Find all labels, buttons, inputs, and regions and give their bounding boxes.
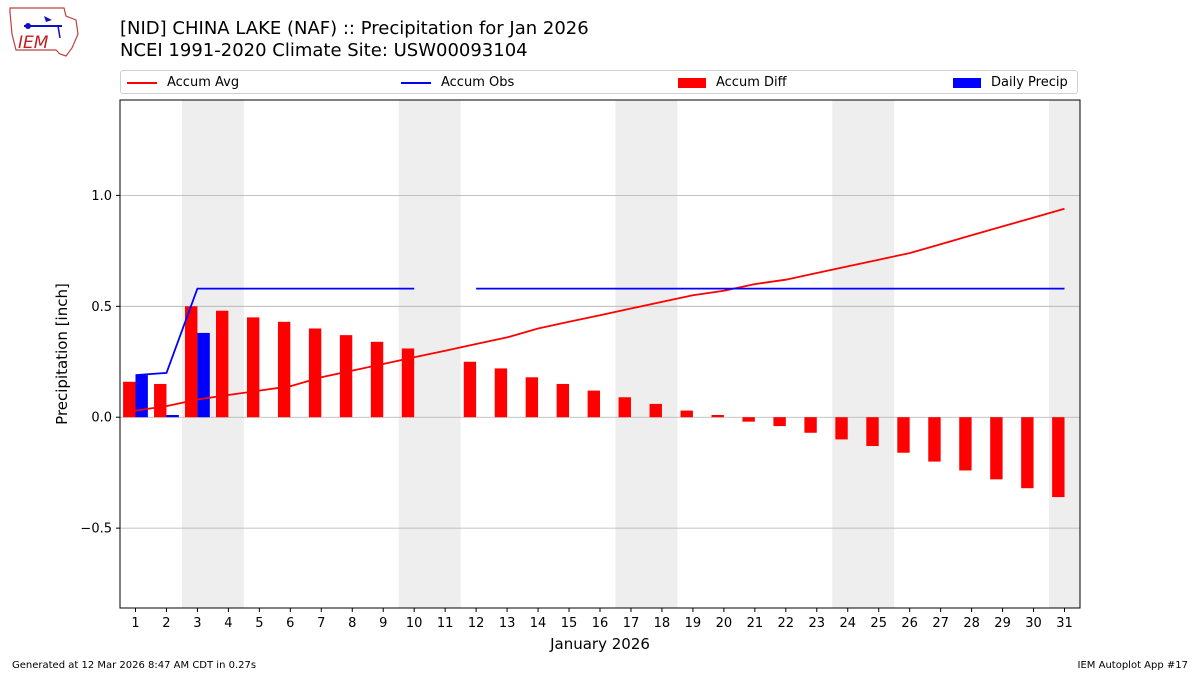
- xtick-label-11: 11: [437, 616, 454, 631]
- xtick-label-13: 13: [499, 616, 516, 631]
- legend: Accum Avg Accum Obs Accum Diff Daily Pre…: [120, 70, 1078, 94]
- legend-item-accum-obs: Accum Obs: [401, 74, 514, 92]
- xtick-label-18: 18: [654, 616, 671, 631]
- xtick-label-9: 9: [379, 616, 387, 631]
- xtick-label-3: 3: [193, 616, 201, 631]
- ytick-label-0: −0.5: [80, 522, 112, 537]
- bar-accum-diff-day-23: [804, 417, 817, 433]
- legend-label-accum-diff: Accum Diff: [716, 75, 787, 90]
- xtick-label-17: 17: [623, 616, 640, 631]
- xtick-label-14: 14: [530, 616, 547, 631]
- line-accum-obs-segment-1: [135, 287, 415, 376]
- plot-frame: [119, 99, 1081, 609]
- bar-accum-diff-day-22: [773, 417, 786, 427]
- weekend-band-5: [1049, 100, 1080, 608]
- xtick-label-7: 7: [317, 616, 325, 631]
- xtick-label-26: 26: [901, 616, 918, 631]
- bar-accum-diff-day-4: [216, 310, 229, 418]
- bar-accum-diff-day-1: [123, 381, 136, 418]
- legend-item-accum-diff: Accum Diff: [678, 74, 787, 92]
- legend-swatch-accum-diff: [678, 77, 706, 88]
- bar-accum-diff-day-15: [556, 383, 570, 418]
- bar-accum-diff-day-21: [742, 417, 755, 422]
- xtick-label-12: 12: [468, 616, 485, 631]
- bar-accum-diff-day-18: [649, 403, 662, 418]
- bar-accum-diff-day-17: [618, 397, 631, 418]
- bar-accum-diff-day-30: [1021, 417, 1034, 489]
- legend-swatch-accum-obs: [401, 81, 431, 84]
- xtick-label-20: 20: [716, 616, 733, 631]
- footer-app-id: IEM Autoplot App #17: [1077, 660, 1188, 671]
- xtick-label-24: 24: [839, 616, 856, 631]
- bar-accum-diff-day-16: [587, 390, 600, 418]
- legend-swatch-daily-precip: [953, 77, 981, 88]
- bar-accum-diff-day-5: [246, 317, 260, 418]
- ytick-label-3: 1.0: [91, 189, 112, 204]
- bar-accum-diff-day-10: [401, 348, 415, 418]
- bar-accum-diff-day-9: [370, 341, 384, 418]
- xtick-label-30: 30: [1025, 616, 1042, 631]
- bar-daily-precip-day-2: [166, 415, 179, 418]
- xtick-label-21: 21: [747, 616, 764, 631]
- title-line-1: [NID] CHINA LAKE (NAF) :: Precipitation …: [120, 18, 589, 39]
- bar-accum-diff-day-6: [277, 321, 291, 418]
- legend-swatch-accum-avg: [127, 81, 157, 84]
- xtick-label-23: 23: [809, 616, 826, 631]
- bar-accum-diff-day-2: [154, 383, 167, 418]
- y-axis-label: Precipitation [inch]: [53, 283, 71, 425]
- bar-accum-diff-day-31: [1052, 417, 1065, 498]
- xtick-label-31: 31: [1056, 616, 1073, 631]
- ytick-label-2: 0.5: [91, 300, 112, 315]
- x-axis-label: January 2026: [549, 635, 650, 653]
- xtick-label-16: 16: [592, 616, 609, 631]
- bar-accum-diff-day-8: [339, 335, 353, 418]
- xtick-label-27: 27: [932, 616, 949, 631]
- bar-daily-precip-day-3: [197, 332, 210, 418]
- xtick-label-15: 15: [561, 616, 578, 631]
- weekend-band-3: [615, 100, 678, 608]
- legend-label-accum-obs: Accum Obs: [441, 75, 515, 90]
- bar-accum-diff-day-20: [711, 415, 724, 418]
- xtick-label-19: 19: [685, 616, 702, 631]
- legend-item-daily-precip: Daily Precip: [953, 74, 1068, 92]
- xtick-label-8: 8: [348, 616, 356, 631]
- bar-accum-diff-day-29: [990, 417, 1003, 480]
- bar-accum-diff-day-19: [680, 410, 693, 418]
- footer-generated: Generated at 12 Mar 2026 8:47 AM CDT in …: [12, 660, 257, 671]
- bar-accum-diff-day-13: [494, 368, 508, 418]
- xtick-label-22: 22: [778, 616, 795, 631]
- bar-daily-precip-day-1: [135, 375, 148, 418]
- xtick-label-6: 6: [286, 616, 294, 631]
- xtick-label-25: 25: [870, 616, 887, 631]
- bar-accum-diff-day-7: [308, 328, 322, 418]
- xtick-label-5: 5: [255, 616, 263, 631]
- xtick-label-29: 29: [994, 616, 1011, 631]
- bar-accum-diff-day-28: [959, 417, 972, 471]
- bar-accum-diff-day-14: [525, 377, 539, 418]
- bar-accum-diff-day-3: [185, 306, 198, 418]
- xtick-label-10: 10: [406, 616, 423, 631]
- xtick-label-1: 1: [131, 616, 139, 631]
- bar-accum-diff-day-26: [897, 417, 910, 453]
- xtick-label-2: 2: [162, 616, 170, 631]
- bar-accum-diff-day-25: [866, 417, 879, 447]
- line-accum-avg-segment-1: [135, 207, 1065, 412]
- xtick-label-28: 28: [963, 616, 980, 631]
- legend-item-accum-avg: Accum Avg: [127, 74, 239, 92]
- iem-logo: IEM: [9, 7, 79, 57]
- chart-title: [NID] CHINA LAKE (NAF) :: Precipitation …: [120, 18, 589, 62]
- legend-label-daily-precip: Daily Precip: [991, 75, 1068, 90]
- legend-label-accum-avg: Accum Avg: [167, 75, 240, 90]
- bar-accum-diff-day-12: [463, 361, 477, 418]
- title-line-2: NCEI 1991-2020 Climate Site: USW00093104: [120, 40, 528, 61]
- bar-accum-diff-day-24: [835, 417, 848, 440]
- logo-text: IEM: [18, 33, 49, 53]
- weekend-band-4: [832, 100, 895, 608]
- xtick-label-4: 4: [224, 616, 232, 631]
- ytick-label-1: 0.0: [91, 411, 112, 426]
- bar-accum-diff-day-27: [928, 417, 941, 462]
